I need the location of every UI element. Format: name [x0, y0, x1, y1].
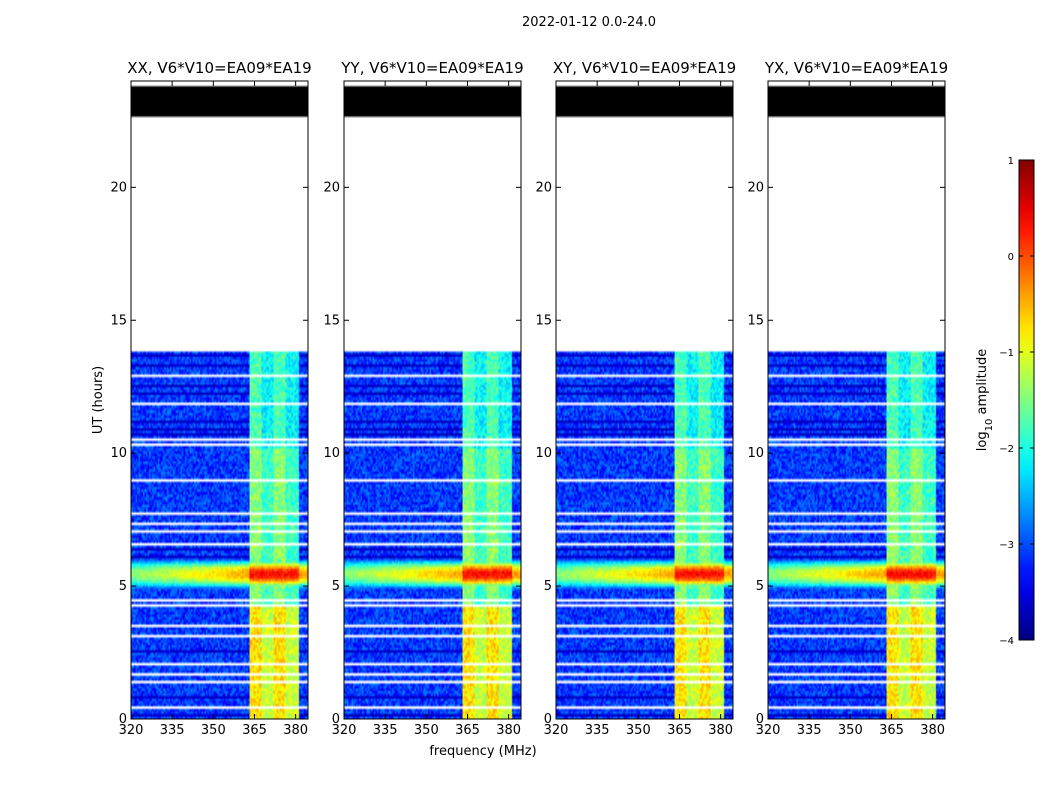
- colorbar-tick-label: −3: [999, 540, 1014, 551]
- axes-frame: [343, 80, 522, 720]
- x-tick-label: 320: [756, 723, 781, 738]
- x-tick-label: 365: [242, 723, 267, 738]
- colorbar-label: log10 amplitude: [975, 349, 995, 451]
- figure-title: 2022-01-12 0.0-24.0: [522, 15, 656, 30]
- colorbar-tick-label: −2: [999, 444, 1014, 455]
- panel-yx: YX, V6*V10=EA09*EA19 320 335 350 365 380 0 5 10 1…: [747, 59, 948, 738]
- y-axis-label: UT (hours): [91, 366, 106, 434]
- y-tick-label: 10: [110, 446, 127, 461]
- y-tick-label: 10: [535, 446, 552, 461]
- panel-xy: XY, V6*V10=EA09*EA19 320 335 350 365 380 0 5 10 1…: [535, 59, 736, 738]
- panels: XX, V6*V10=EA09*EA19 320 335 350 365 380 0 5 10 1…: [110, 59, 948, 738]
- axes-frame: [130, 80, 309, 720]
- y-tick-label: 20: [110, 180, 127, 195]
- x-tick-label: 380: [920, 723, 945, 738]
- x-tick-label: 365: [667, 723, 692, 738]
- y-tick-label: 5: [119, 579, 127, 594]
- panel-title: YX, V6*V10=EA09*EA19: [764, 59, 948, 77]
- colorbar-tick-label: −4: [999, 636, 1014, 647]
- panel-yy: YY, V6*V10=EA09*EA19 320 335 350 365 380 0 5 10 1…: [323, 59, 523, 738]
- x-tick-label: 380: [283, 723, 308, 738]
- colorbar-tick-label: 1: [1008, 156, 1014, 167]
- x-tick-label: 350: [838, 723, 863, 738]
- y-tick-label: 15: [535, 313, 552, 328]
- y-tick-label: 20: [323, 180, 340, 195]
- panel-title: XX, V6*V10=EA09*EA19: [127, 59, 311, 77]
- y-tick-label: 15: [323, 313, 340, 328]
- y-tick-label: 10: [323, 446, 340, 461]
- axes-frame: [555, 80, 734, 720]
- axes-frame: [767, 80, 946, 720]
- spectrogram-xy: [556, 81, 733, 719]
- spectrogram-xx: [131, 81, 308, 719]
- spectrogram-yx: [768, 81, 945, 719]
- colorbar: 1 0 −1 −2 −3 −4 log10 amplitude: [975, 156, 1035, 647]
- y-tick-label: 0: [756, 712, 764, 727]
- x-tick-label: 320: [119, 723, 144, 738]
- x-axis-label: frequency (MHz): [429, 744, 536, 759]
- y-tick-label: 10: [747, 446, 764, 461]
- x-tick-label: 320: [332, 723, 357, 738]
- x-tick-label: 380: [708, 723, 733, 738]
- x-tick-label: 365: [455, 723, 480, 738]
- y-tick-label: 0: [119, 712, 127, 727]
- x-tick-label: 335: [160, 723, 185, 738]
- colorbar-gradient: [1018, 159, 1035, 641]
- colorbar-tick-label: 0: [1008, 252, 1014, 263]
- x-tick-label: 350: [414, 723, 439, 738]
- y-tick-label: 15: [747, 313, 764, 328]
- colorbar-tick-label: −1: [999, 348, 1014, 359]
- x-tick-label: 335: [797, 723, 822, 738]
- y-tick-label: 5: [544, 579, 552, 594]
- x-tick-label: 365: [879, 723, 904, 738]
- y-tick-label: 5: [332, 579, 340, 594]
- x-tick-label: 335: [585, 723, 610, 738]
- x-tick-label: 350: [626, 723, 651, 738]
- panel-title: XY, V6*V10=EA09*EA19: [553, 59, 736, 77]
- y-tick-label: 20: [535, 180, 552, 195]
- panel-title: YY, V6*V10=EA09*EA19: [340, 59, 523, 77]
- y-tick-label: 5: [756, 579, 764, 594]
- spectrogram-yy: [344, 81, 521, 719]
- y-tick-label: 20: [747, 180, 764, 195]
- x-tick-label: 335: [373, 723, 398, 738]
- panel-xx: XX, V6*V10=EA09*EA19 320 335 350 365 380 0 5 10 1…: [110, 59, 311, 738]
- y-tick-label: 0: [332, 712, 340, 727]
- x-tick-label: 380: [496, 723, 521, 738]
- y-tick-label: 0: [544, 712, 552, 727]
- x-tick-label: 350: [201, 723, 226, 738]
- x-tick-label: 320: [544, 723, 569, 738]
- y-tick-label: 15: [110, 313, 127, 328]
